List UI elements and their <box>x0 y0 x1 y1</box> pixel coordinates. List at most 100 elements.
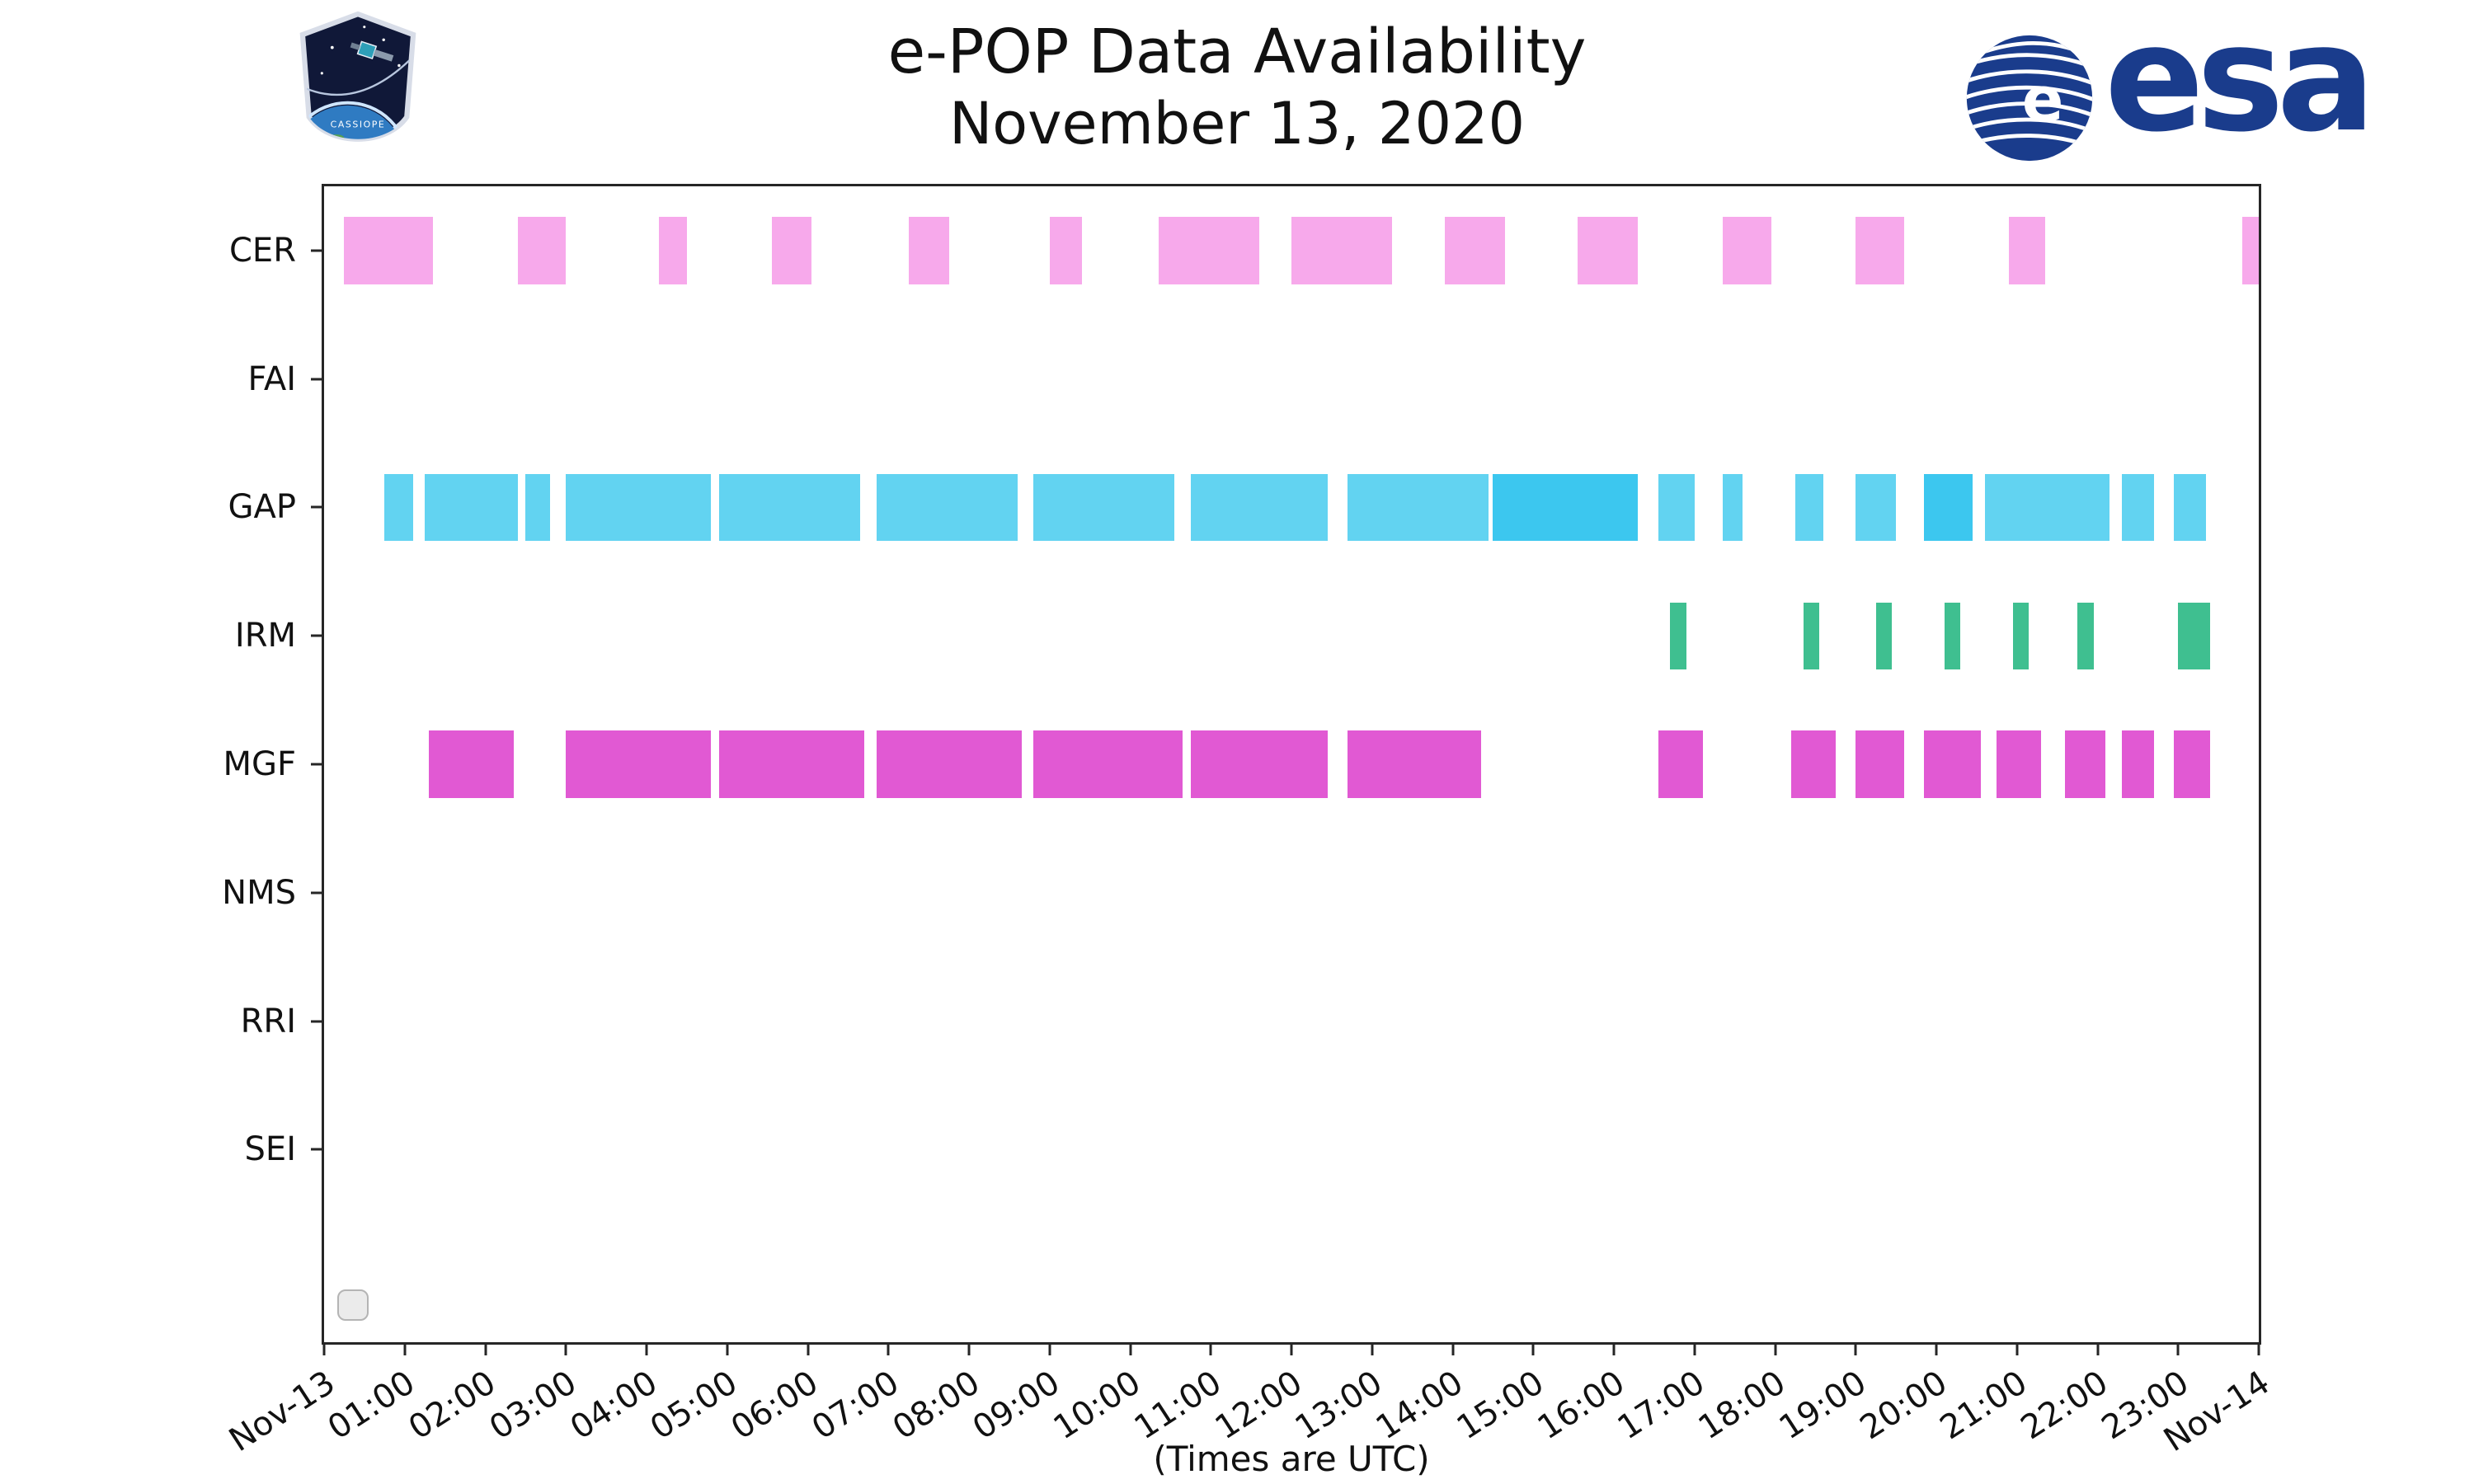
gap-availability-bar <box>525 473 550 542</box>
x-tick <box>2015 1342 2019 1355</box>
gap-availability-bar <box>425 473 518 542</box>
x-tick <box>2257 1342 2260 1355</box>
gap-availability-bar <box>1722 473 1743 542</box>
mgf-availability-bar <box>2174 730 2211 798</box>
x-tick <box>403 1342 407 1355</box>
mgf-availability-bar <box>1924 730 1981 798</box>
gap-availability-bar <box>1924 473 1973 542</box>
y-tick <box>311 763 324 766</box>
y-axis-label-sei: SEI <box>244 1130 296 1169</box>
x-tick <box>726 1342 729 1355</box>
y-tick <box>311 1020 324 1023</box>
irm-availability-bar <box>1803 602 1820 669</box>
cer-availability-bar <box>1578 217 1639 284</box>
gap-availability-bar <box>1348 473 1489 542</box>
cer-availability-bar <box>1444 217 1506 284</box>
y-axis-label-irm: IRM <box>234 617 296 655</box>
x-tick-label: 15:00 <box>1450 1364 1551 1448</box>
x-tick <box>1693 1342 1696 1355</box>
mgf-availability-bar <box>429 730 514 798</box>
mgf-availability-bar <box>1791 730 1836 798</box>
gap-availability-bar <box>1190 473 1328 542</box>
mgf-availability-bar <box>566 730 712 798</box>
x-tick-label: 19:00 <box>1772 1364 1874 1448</box>
cer-availability-bar <box>1856 217 1904 284</box>
y-tick <box>311 249 324 252</box>
x-tick-label: 11:00 <box>1127 1364 1229 1448</box>
x-tick-label: 08:00 <box>886 1364 987 1448</box>
x-tick <box>1290 1342 1293 1355</box>
gap-availability-bar <box>2174 473 2207 542</box>
cer-availability-bar <box>517 217 567 284</box>
x-tick <box>1854 1342 1857 1355</box>
x-tick <box>322 1342 326 1355</box>
x-tick-label: 12:00 <box>1208 1364 1310 1448</box>
y-axis-label-mgf: MGF <box>223 745 296 783</box>
y-axis-label-rri: RRI <box>240 1002 296 1040</box>
gap-availability-bar <box>718 473 861 542</box>
gap-availability-bar <box>2121 473 2154 542</box>
gap-availability-bar <box>384 473 413 542</box>
x-tick <box>564 1342 567 1355</box>
mgf-availability-bar <box>1856 730 1904 798</box>
y-tick <box>311 505 324 509</box>
x-tick-label: 03:00 <box>482 1364 584 1448</box>
irm-availability-bar <box>2077 602 2094 669</box>
plot-area: CER FAI GAP IRM MGF NMS RRI SEI Nov-13 01:00 02:00… <box>222 184 2276 1459</box>
cassiope-mission-patch: CASSIOPE <box>294 8 422 167</box>
x-tick <box>645 1342 648 1355</box>
mgf-availability-bar <box>2121 730 2154 798</box>
mgf-availability-bar <box>876 730 1022 798</box>
cer-availability-bar <box>1291 217 1393 284</box>
y-tick <box>311 378 324 381</box>
irm-availability-bar <box>2012 602 2030 669</box>
cassiope-patch-label: CASSIOPE <box>331 119 386 129</box>
y-tick <box>311 634 324 637</box>
irm-availability-bar <box>1944 602 1961 669</box>
y-axis-label-cer: CER <box>229 231 296 270</box>
mgf-availability-bar <box>2065 730 2106 798</box>
x-tick-label: 05:00 <box>644 1364 745 1448</box>
esa-logo-globe-icon: e <box>1966 35 2093 162</box>
cer-availability-bar <box>1158 217 1259 284</box>
cer-availability-bar <box>771 217 812 284</box>
figure-title-block: e-POP Data Availability November 13, 202… <box>0 15 2474 160</box>
x-tick <box>887 1342 890 1355</box>
mgf-availability-bar <box>1190 730 1328 798</box>
cer-availability-bar <box>1049 217 1082 284</box>
x-tick-label: 01:00 <box>322 1364 422 1448</box>
x-tick-label: 13:00 <box>1289 1364 1390 1448</box>
x-tick-label: 17:00 <box>1611 1364 1712 1448</box>
gap-availability-bar <box>1856 473 1897 542</box>
irm-availability-bar <box>1670 602 1686 669</box>
x-tick <box>1935 1342 1938 1355</box>
figure-widget-button[interactable] <box>337 1289 369 1321</box>
esa-logo-e-glyph: e <box>2022 64 2064 136</box>
x-tick-label: 18:00 <box>1691 1364 1793 1448</box>
x-tick-label: 02:00 <box>402 1364 503 1448</box>
x-tick-label: 16:00 <box>1531 1364 1632 1448</box>
mgf-availability-bar <box>1658 730 1703 798</box>
x-tick <box>1612 1342 1616 1355</box>
y-axis-label-fai: FAI <box>247 359 297 398</box>
x-axis-caption: (Times are UTC) <box>1153 1439 1430 1479</box>
x-tick-label: 04:00 <box>563 1364 665 1448</box>
x-tick <box>807 1342 809 1355</box>
x-tick <box>1209 1342 1212 1355</box>
cer-availability-bar <box>1722 217 1771 284</box>
x-tick <box>1774 1342 1776 1355</box>
cer-availability-bar <box>2242 217 2259 284</box>
gap-availability-bar <box>876 473 1018 542</box>
x-tick-label: 09:00 <box>967 1364 1067 1448</box>
figure-title: e-POP Data Availability <box>887 16 1587 87</box>
x-tick <box>2176 1342 2180 1355</box>
x-tick-label: 10:00 <box>1047 1364 1148 1448</box>
x-tick <box>967 1342 971 1355</box>
x-tick <box>1371 1342 1374 1355</box>
gap-availability-bar <box>1794 473 1824 542</box>
x-tick <box>1531 1342 1535 1355</box>
gap-availability-bar <box>1658 473 1695 542</box>
mgf-availability-bar <box>1348 730 1481 798</box>
x-tick-label: 20:00 <box>1853 1364 1954 1448</box>
x-tick <box>1048 1342 1051 1355</box>
